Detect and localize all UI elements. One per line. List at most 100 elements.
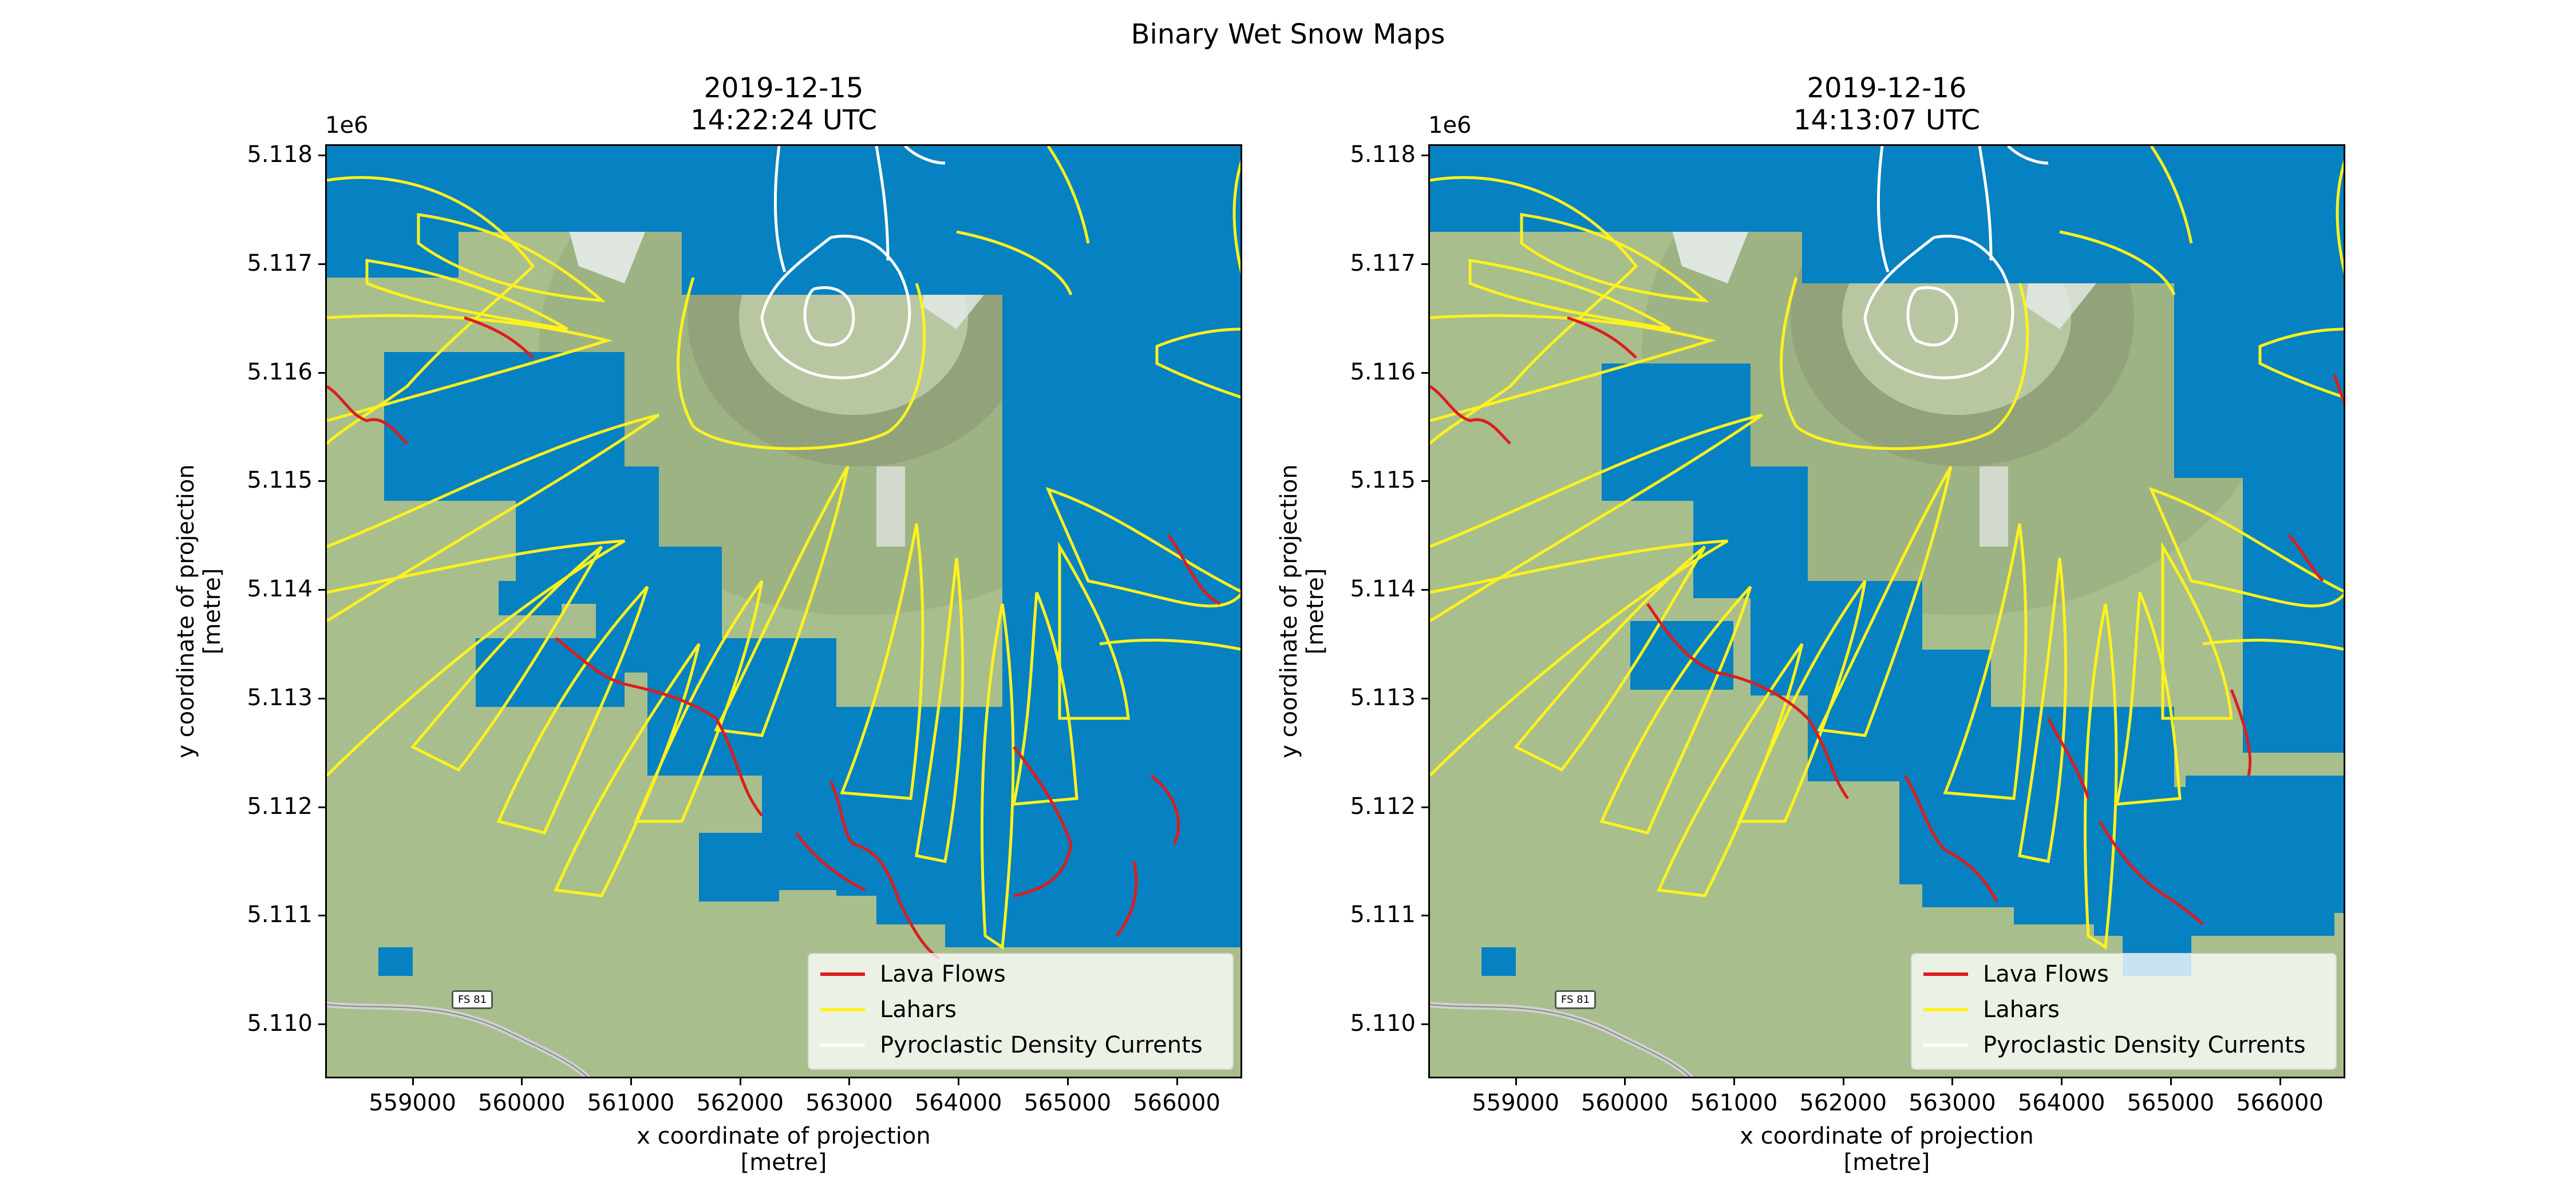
pdc-outline <box>1876 146 1890 272</box>
x-tick-label: 561000 <box>1690 1090 1778 1116</box>
x-tick-mark <box>958 1078 960 1085</box>
y-axis-label: y coordinate of projection [metre] <box>1276 354 1329 869</box>
x-tick-label: 563000 <box>1909 1090 1996 1116</box>
map-axes-2[interactable]: FS 81 Lava Flows Lahars Pyroclastic Density… <box>1428 144 2345 1078</box>
y-tick-label: 5.116 <box>1350 358 1416 385</box>
lava-flow-outline <box>555 637 763 817</box>
y-tick-mark <box>318 154 325 156</box>
lahar-outline <box>956 230 1073 295</box>
legend-item: Lava Flows <box>1923 960 2109 989</box>
legend-label: Pyroclastic Density Currents <box>1983 1032 2306 1058</box>
lahars-layer <box>327 146 1240 950</box>
x-tick-label: 560000 <box>1581 1090 1669 1116</box>
lahar-outline <box>1737 580 1867 823</box>
lava-flow-outline <box>829 780 941 960</box>
y-tick-mark <box>1421 1023 1428 1026</box>
panel-title-1: 2019-12-15 14:22:24 UTC <box>555 72 1013 136</box>
lahar-outline <box>327 176 535 445</box>
wet-snow-region <box>378 947 413 976</box>
legend-item: Pyroclastic Density Currents <box>1923 1031 2306 1059</box>
lahar-outline <box>2258 327 2344 399</box>
lahar-outline <box>1817 465 1953 737</box>
lahar-outline <box>677 277 926 450</box>
x-tick-label: 561000 <box>587 1090 675 1116</box>
pdc-layer <box>1863 146 2049 379</box>
lahar-outline <box>1430 176 1638 445</box>
x-tick-mark <box>1624 1078 1626 1085</box>
x-tick-label: 560000 <box>477 1090 566 1116</box>
y-axis-label-line1: y coordinate of projection <box>1276 464 1302 758</box>
y-tick-mark <box>318 371 325 374</box>
wet-snow-region <box>1100 747 1240 873</box>
x-tick-label: 566000 <box>2236 1090 2324 1116</box>
wet-snow-region <box>1693 466 1808 598</box>
map-axes-1[interactable]: FS 81 Lava Flows Lahars Pyroclastic Density… <box>325 144 1242 1078</box>
y-tick-label: 5.110 <box>247 1010 313 1037</box>
y-tick-mark <box>1421 589 1428 591</box>
lahar-outline <box>2115 592 2182 806</box>
lava-flow-outline <box>2098 820 2204 926</box>
y-tick-mark <box>318 480 325 483</box>
legend-item: Pyroclastic Density Currents <box>820 1031 1203 1059</box>
figure-title: Binary Wet Snow Maps <box>1131 18 1445 50</box>
panel-title-2: 2019-12-16 14:13:07 UTC <box>1658 72 2116 136</box>
y-tick-mark <box>318 263 325 265</box>
map-canvas <box>1430 146 2344 1077</box>
lava-flow-outline <box>1167 534 1221 606</box>
map-legend: Lava Flows Lahars Pyroclastic Density Curr… <box>808 953 1234 1070</box>
x-tick-label: 566000 <box>1133 1090 1220 1116</box>
y-offset-text: 1e6 <box>1428 112 1472 139</box>
lahar-outline <box>1012 592 1078 806</box>
pdc-outline <box>2007 146 2049 165</box>
legend-item: Lava Flows <box>820 960 1006 989</box>
lahar-outline <box>327 314 613 422</box>
legend-label: Lahars <box>880 997 957 1023</box>
x-tick-mark <box>1733 1078 1735 1085</box>
lahar-outline <box>1943 523 2028 800</box>
y-tick-label: 5.111 <box>1350 902 1416 928</box>
x-tick-mark <box>1066 1078 1069 1085</box>
y-tick-label: 5.117 <box>247 250 313 276</box>
lahar-outline <box>1232 160 1240 274</box>
glacier-patch <box>876 466 905 547</box>
lava-flow-outline <box>1115 861 1138 937</box>
y-tick-mark <box>1421 263 1428 265</box>
x-tick-mark <box>630 1078 632 1085</box>
legend-line-swatch <box>820 972 865 976</box>
legend-line-swatch <box>820 1008 865 1011</box>
wet-snow-region <box>1002 295 1240 810</box>
glacier-patch <box>1980 466 2008 547</box>
pdc-outline <box>1906 286 1958 347</box>
pdc-outline <box>875 146 890 261</box>
legend-line-swatch <box>1923 972 1968 976</box>
legend-line-swatch <box>1923 1043 1968 1047</box>
x-tick-label: 564000 <box>914 1090 1002 1116</box>
lahar-outline <box>1045 487 1240 608</box>
y-tick-mark <box>1421 154 1428 156</box>
lahar-outline <box>1430 539 1729 777</box>
lahar-outline <box>980 603 1015 950</box>
lava-flow-outline <box>795 832 866 892</box>
y-tick-label: 5.116 <box>247 358 313 385</box>
y-tick-label: 5.112 <box>247 793 313 820</box>
pdc-layer <box>760 146 946 379</box>
lahar-outline <box>2059 230 2176 295</box>
lahar-outline <box>1430 413 1763 623</box>
y-tick-label: 5.113 <box>1350 684 1416 711</box>
road-sign-fs81: FS 81 <box>1555 990 1597 1009</box>
panel-date: 2019-12-15 <box>704 72 864 104</box>
y-tick-label: 5.114 <box>1350 576 1416 603</box>
lahar-outline <box>2202 638 2344 651</box>
pdc-outline <box>1978 146 1993 261</box>
lahar-outline <box>1430 314 1716 422</box>
lahar-outline <box>327 539 626 777</box>
map-legend: Lava Flows Lahars Pyroclastic Density Curr… <box>1911 953 2337 1070</box>
lahar-outline <box>840 523 924 800</box>
wet-snow-region <box>2243 466 2344 753</box>
legend-label: Lava Flows <box>880 961 1006 987</box>
y-tick-label: 5.113 <box>247 684 313 711</box>
wet-snow-region <box>2174 278 2344 478</box>
lahar-outline <box>634 580 764 823</box>
road-sign-fs81: FS 81 <box>452 990 493 1009</box>
